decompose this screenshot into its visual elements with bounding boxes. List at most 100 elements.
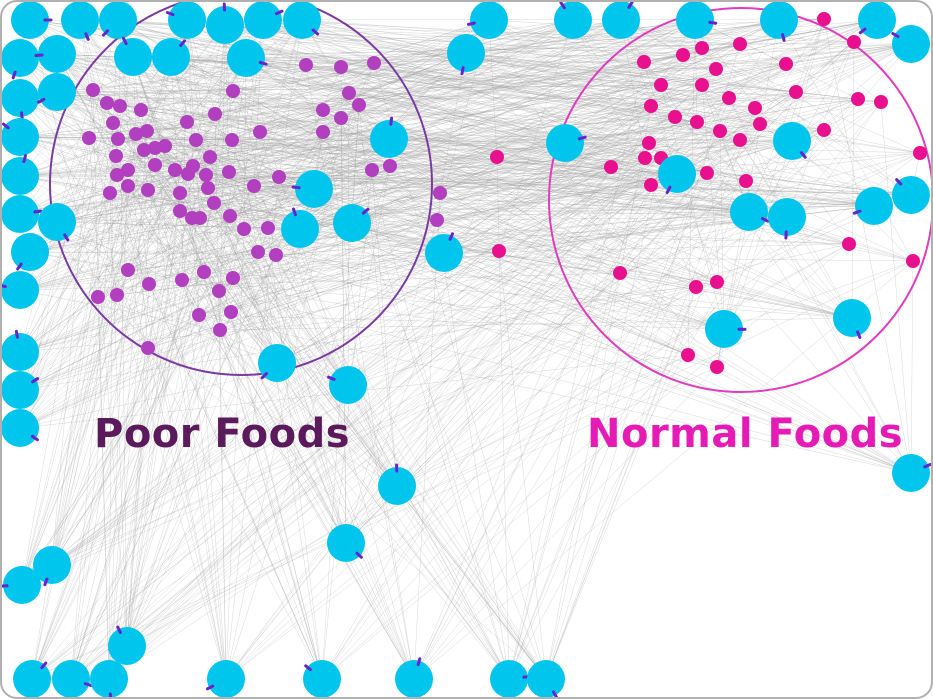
edge-line	[108, 157, 662, 680]
edge-line	[56, 91, 882, 103]
edge-line	[112, 122, 278, 364]
normal-food-node	[668, 110, 682, 124]
edge-line	[135, 133, 853, 319]
normal-food-node	[748, 101, 762, 115]
edge-line	[70, 133, 137, 680]
hub-node	[258, 344, 296, 382]
hub-node	[676, 1, 714, 39]
edge-line	[21, 116, 676, 586]
edge-line	[21, 294, 118, 586]
hub-tick	[179, 39, 186, 48]
edge-line	[259, 52, 467, 133]
edge-line	[232, 188, 315, 279]
hub-tick	[355, 551, 363, 559]
edge-line	[694, 19, 850, 245]
edge-line	[572, 19, 741, 45]
normal-food-node	[700, 166, 714, 180]
edge-line	[276, 157, 662, 364]
hub-tick	[891, 32, 900, 38]
edge-line	[209, 156, 912, 474]
hub-node	[370, 120, 408, 158]
hub-node	[13, 660, 51, 698]
edge-line	[413, 84, 662, 680]
edge-line	[301, 19, 703, 49]
edge-line	[347, 152, 921, 386]
hub-node	[52, 660, 90, 698]
hub-node	[281, 210, 319, 248]
poor-food-node	[111, 132, 125, 146]
edge-line	[910, 260, 914, 474]
edge-line	[759, 43, 912, 125]
edge-line	[135, 24, 226, 135]
hub-node	[38, 35, 76, 73]
edge-line	[754, 43, 912, 109]
edge-line	[116, 138, 390, 296]
edge-line	[719, 130, 725, 330]
edge-line	[21, 147, 156, 586]
edge-line	[19, 57, 360, 106]
hub-tick	[923, 462, 932, 469]
edge-line	[119, 19, 696, 107]
edge-line	[620, 19, 646, 159]
edge-line	[170, 56, 255, 187]
edge-line	[186, 19, 259, 253]
edge-line	[213, 173, 678, 204]
edge-line	[340, 117, 347, 544]
poor-food-node	[208, 107, 222, 121]
edge-line	[126, 311, 232, 647]
edge-line	[21, 173, 189, 586]
edge-line	[108, 215, 231, 680]
edge-line	[19, 66, 342, 138]
edge-line	[225, 165, 391, 680]
edge-line	[545, 123, 761, 680]
edge-line	[126, 227, 269, 647]
edge-line	[619, 272, 853, 319]
edge-line	[778, 19, 882, 103]
poor-food-node	[251, 245, 265, 259]
edge-line	[56, 91, 721, 132]
edge-line	[213, 202, 853, 319]
edge-line	[745, 180, 875, 207]
edge-line	[198, 52, 467, 316]
poor-food-node	[181, 167, 195, 181]
edge-line	[262, 19, 761, 125]
normal-food-node	[654, 78, 668, 92]
edge-line	[351, 222, 689, 356]
edge-line	[262, 19, 662, 159]
edge-line	[275, 254, 510, 680]
edge-line	[231, 139, 347, 544]
hub-node	[892, 25, 930, 63]
hub-node	[244, 1, 282, 39]
poor-food-node	[91, 290, 105, 304]
edge-line	[880, 101, 912, 474]
edge-line	[19, 130, 148, 177]
edge-line	[388, 116, 676, 140]
hub-tick	[31, 377, 40, 384]
normal-food-node	[638, 151, 652, 165]
edge-line	[56, 221, 149, 349]
edge-line	[19, 97, 111, 194]
edge-line	[19, 157, 646, 391]
edge-line	[19, 131, 324, 353]
edge-line	[508, 97, 730, 680]
edge-line	[170, 56, 761, 125]
edge-line	[154, 147, 912, 196]
edge-line	[132, 56, 438, 221]
hub-tick	[665, 185, 672, 195]
edge-line	[230, 252, 445, 313]
hub-tick	[389, 116, 394, 126]
edge-line	[108, 164, 156, 680]
edge-line	[108, 107, 756, 680]
hub-tick	[327, 375, 336, 381]
normal-food-node	[713, 124, 727, 138]
edge-line	[224, 24, 498, 158]
edge-line	[19, 41, 855, 138]
edge-line	[79, 19, 118, 176]
edge-line	[21, 174, 118, 586]
poor-food-node	[103, 186, 117, 200]
hub-tick	[43, 577, 49, 587]
edge-line	[126, 347, 149, 647]
edge-line	[19, 156, 498, 291]
edge-line	[148, 283, 323, 680]
poor-food-node	[365, 163, 379, 177]
